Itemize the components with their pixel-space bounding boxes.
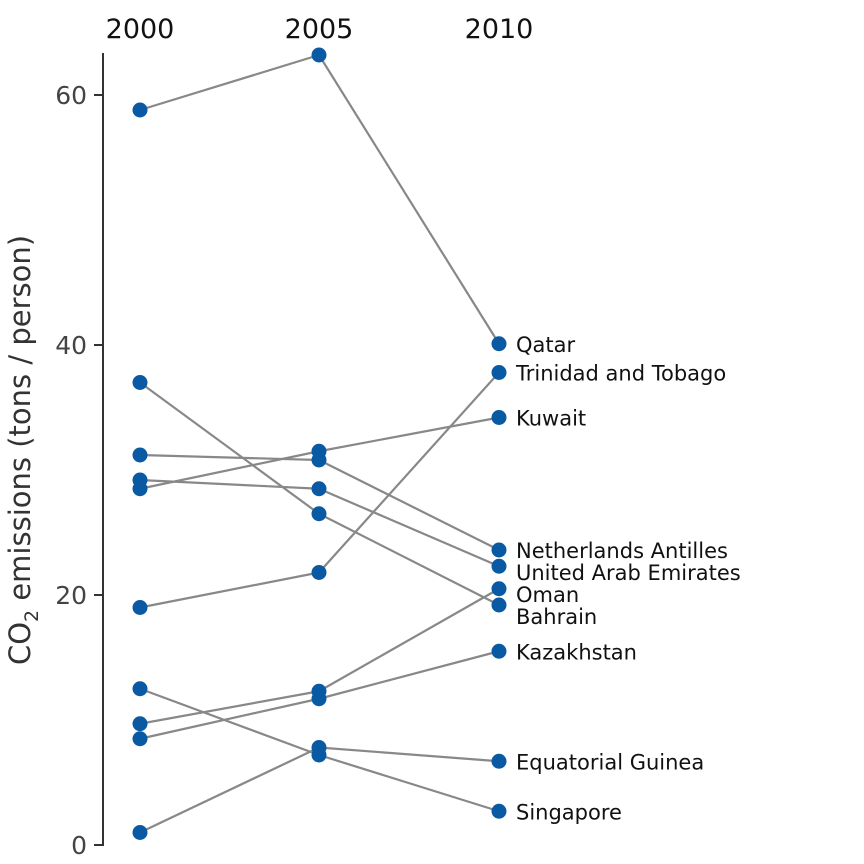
series-segment [139, 746, 320, 834]
data-point [311, 747, 327, 763]
series-segment [318, 650, 500, 700]
series-segment [318, 746, 500, 763]
series-segment [139, 478, 320, 490]
data-point [132, 825, 148, 840]
series-segment [139, 571, 320, 609]
y-axis-title-main: CO [3, 622, 37, 665]
y-tick-label: 0 [71, 831, 87, 860]
series-lines [139, 53, 500, 834]
series-segment [139, 697, 320, 740]
data-point [311, 481, 327, 497]
series-segment [318, 459, 500, 551]
data-point [132, 600, 148, 615]
data-point [491, 643, 507, 659]
data-point [491, 597, 507, 613]
data-point [491, 803, 507, 819]
series-segment [139, 687, 320, 757]
data-point [311, 452, 327, 468]
series-segment [139, 690, 320, 725]
series-segment [318, 487, 500, 568]
year-labels: 2000 2005 2010 [106, 14, 534, 45]
data-point [491, 365, 507, 380]
year-label: 2000 [106, 14, 175, 45]
data-points [132, 47, 507, 840]
series-segment [318, 512, 500, 606]
series-segment [318, 587, 500, 693]
year-label: 2010 [465, 14, 534, 45]
series-label: Oman [516, 583, 579, 607]
data-point [311, 47, 327, 63]
data-point [491, 542, 507, 558]
series-label: Bahrain [516, 605, 597, 629]
series-label: Equatorial Guinea [516, 750, 704, 774]
data-point [311, 691, 327, 707]
series-label: Trinidad and Tobago [515, 362, 726, 386]
series-label: Kazakhstan [516, 640, 637, 664]
data-point [311, 565, 327, 580]
series-label: Qatar [516, 333, 576, 357]
data-point [132, 375, 148, 390]
series-segment [318, 753, 500, 813]
data-point [132, 447, 148, 463]
series-segment [139, 53, 320, 112]
y-tick-label: 60 [55, 81, 87, 110]
country-labels: Qatar Trinidad and Tobago Kuwait Netherland… [515, 333, 741, 825]
series-label: Kuwait [516, 407, 586, 431]
data-point [132, 472, 148, 488]
y-tick-label: 20 [55, 581, 87, 610]
y-axis: 0 20 40 60 [55, 53, 104, 860]
series-label: Netherlands Antilles [516, 539, 728, 563]
data-point [311, 506, 327, 522]
data-point [132, 102, 148, 118]
data-point [132, 681, 148, 697]
data-point [491, 558, 507, 574]
series-segment [139, 381, 320, 515]
series-label: United Arab Emirates [516, 561, 741, 585]
y-axis-title-subscript: 2 [21, 610, 43, 622]
series-label: Singapore [516, 800, 622, 824]
data-point [491, 410, 507, 425]
data-point [491, 581, 507, 597]
series-segment [318, 416, 500, 453]
series-segment [318, 371, 500, 574]
y-axis-title-rest: emissions (tons / person) [3, 235, 37, 610]
data-point [491, 336, 507, 352]
data-point [132, 716, 148, 732]
year-label: 2005 [285, 14, 354, 45]
data-point [491, 753, 507, 769]
data-point [132, 731, 148, 747]
series-segment [139, 453, 320, 462]
y-tick-label: 40 [55, 331, 87, 360]
y-axis-title: CO2 emissions (tons / person) [3, 235, 43, 665]
series-segment [318, 54, 500, 345]
